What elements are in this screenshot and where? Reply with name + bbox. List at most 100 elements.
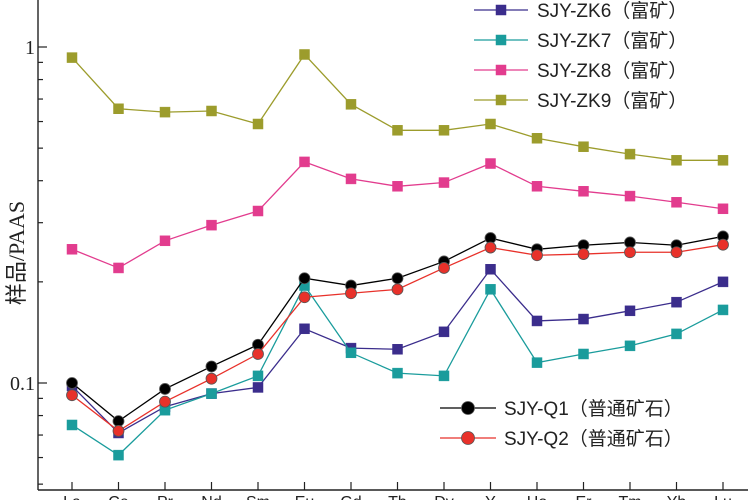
data-point — [205, 372, 218, 385]
data-point — [159, 383, 171, 395]
data-point — [159, 235, 171, 247]
data-point — [671, 155, 682, 166]
data-point — [66, 377, 78, 389]
legend-marker — [495, 64, 507, 76]
x-tick-label-gd: Gd — [340, 494, 361, 500]
data-point — [113, 262, 124, 274]
legend-marker — [461, 401, 475, 415]
legend-label: SJY-ZK7（富矿） — [537, 30, 687, 52]
data-point — [485, 264, 496, 275]
data-point — [205, 360, 218, 373]
data-point — [391, 272, 404, 285]
data-point — [252, 205, 264, 217]
x-tick-label-pr: Pr — [157, 494, 174, 500]
data-point — [391, 283, 404, 296]
data-point — [624, 305, 636, 317]
data-point — [112, 425, 125, 437]
data-point — [299, 49, 310, 60]
data-point — [66, 419, 78, 431]
x-tick-label-yb: Yb — [667, 494, 687, 500]
data-point — [392, 367, 403, 379]
data-point — [671, 328, 682, 340]
y-tick-label: 1 — [25, 37, 35, 59]
data-point — [578, 186, 589, 197]
legend-label: SJY-Q1（普通矿石） — [504, 398, 683, 420]
x-tick-label-ho: Ho — [527, 494, 548, 500]
legend-marker — [495, 4, 507, 16]
data-point — [531, 249, 543, 262]
data-point — [298, 272, 311, 285]
data-point — [671, 296, 682, 308]
x-tick-label-sm: Sm — [246, 494, 270, 500]
data-point — [345, 173, 357, 185]
data-point — [66, 389, 78, 402]
y-tick-label: 0.1 — [10, 373, 35, 395]
data-point — [206, 388, 217, 399]
series-6 — [66, 238, 729, 437]
data-point — [624, 246, 636, 259]
data-point — [624, 236, 636, 249]
data-point — [531, 181, 543, 192]
x-tick-label-y: Y — [485, 494, 496, 500]
data-point — [578, 348, 589, 360]
data-point — [392, 344, 403, 355]
series-layer — [66, 49, 729, 461]
data-point — [531, 315, 543, 327]
legend-marker — [495, 94, 507, 106]
data-point — [671, 197, 682, 208]
data-point — [392, 181, 403, 192]
data-point — [252, 382, 264, 393]
legend-label: SJY-ZK8（富矿） — [537, 60, 687, 82]
legend-marker — [495, 34, 507, 46]
legend-top-item: SJY-ZK6（富矿） — [474, 0, 687, 22]
legend-top-item: SJY-ZK7（富矿） — [474, 30, 687, 52]
data-point — [717, 238, 729, 251]
data-point — [438, 370, 450, 382]
data-point — [392, 125, 403, 136]
data-point — [717, 304, 729, 316]
data-point — [438, 262, 450, 274]
data-point — [577, 248, 590, 260]
data-point — [485, 118, 496, 130]
legend-label: SJY-Q2（普通矿石） — [504, 428, 683, 450]
x-tick-label-tm: Tm — [618, 494, 641, 500]
legend-bottom: SJY-Q1（普通矿石） SJY-Q2（普通矿石） — [440, 398, 683, 450]
x-tick-label-er: Er — [576, 494, 593, 500]
data-point — [485, 284, 496, 295]
data-point — [112, 415, 125, 428]
data-point — [531, 133, 543, 144]
data-point — [485, 158, 496, 169]
data-point — [66, 244, 78, 255]
x-tick-label-dy: Dy — [434, 494, 454, 500]
data-point — [670, 246, 683, 259]
x-tick-label-la: La — [63, 494, 81, 500]
data-point — [578, 313, 589, 325]
data-point — [578, 141, 589, 152]
data-point — [717, 155, 729, 166]
data-point — [624, 148, 636, 160]
data-point — [624, 340, 636, 352]
series-4 — [66, 49, 729, 166]
legend-top: SJY-ZK6（富矿） SJY-ZK7（富矿） SJY-ZK8（富矿） SJY-ZK9… — [474, 0, 687, 112]
data-point — [345, 347, 357, 359]
x-tick-label-tb: Tb — [388, 494, 407, 500]
data-point — [159, 395, 171, 408]
data-point — [345, 99, 357, 110]
data-point — [206, 105, 217, 117]
data-point — [206, 219, 217, 231]
data-point — [159, 106, 171, 118]
x-tick-label-nd: Nd — [201, 494, 221, 500]
x-tick-label-ce: Ce — [108, 494, 129, 500]
data-point — [438, 177, 450, 188]
data-point — [624, 190, 636, 202]
legend-label: SJY-ZK6（富矿） — [537, 0, 687, 22]
data-point — [299, 156, 310, 168]
series-3 — [66, 156, 729, 274]
legend-top-item: SJY-ZK8（富矿） — [474, 60, 687, 82]
x-tick-label-lu: Lu — [714, 494, 732, 500]
axes-layer: 0.1 1 La Ce Pr Nd Sm Eu Gd Tb Dy Y Ho Er Tm Yb Lu — [10, 0, 748, 500]
legend-label: SJY-ZK9（富矿） — [537, 90, 687, 112]
y-axis-title: 样品/PAAS — [4, 201, 29, 305]
data-point — [438, 326, 450, 338]
